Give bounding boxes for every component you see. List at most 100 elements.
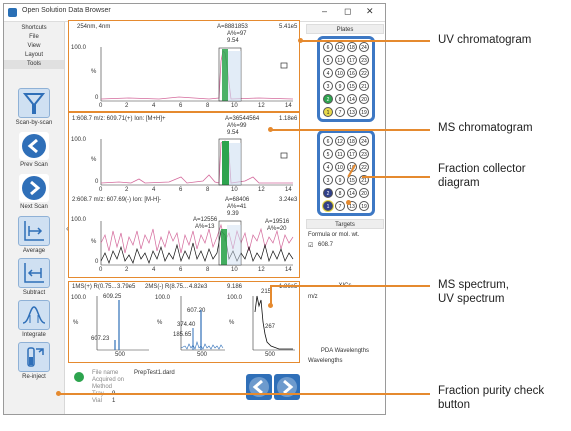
callout-line-uv [300, 40, 430, 42]
well[interactable]: 21 [359, 175, 369, 185]
well[interactable]: 18 [347, 42, 357, 52]
menu-shortcuts[interactable]: Shortcuts [21, 25, 47, 31]
well[interactable]: 22 [359, 68, 369, 78]
well[interactable]: 11 [335, 55, 345, 65]
well[interactable]: 8 [335, 94, 345, 104]
spec3-ytop: 100.0 [227, 295, 243, 301]
well[interactable]: 3 [323, 175, 333, 185]
ms1-yunit: % [91, 157, 97, 163]
next-scan-tool[interactable]: Next Scan [7, 174, 61, 210]
well[interactable]: 19 [359, 107, 369, 117]
minimize-button[interactable]: – [322, 6, 328, 16]
well[interactable]: 22 [359, 162, 369, 172]
well[interactable]: 20 [359, 94, 369, 104]
well[interactable]: 2 [323, 188, 333, 198]
well[interactable]: 24 [359, 136, 369, 146]
next-sample-button[interactable] [274, 374, 300, 400]
well[interactable]: 23 [359, 149, 369, 159]
scan-by-scan-tool[interactable]: Scan-by-scan [7, 88, 61, 126]
well[interactable]: 1 [323, 107, 333, 117]
well[interactable]: 12 [335, 42, 345, 52]
callout-fraction-collector: Fraction collector [438, 163, 526, 175]
ms1-scale: 1.18e6 [279, 116, 298, 122]
spec-header: 2MS(-) R(8.75... [145, 284, 189, 290]
reinject-tool[interactable]: Re-inject [7, 342, 61, 380]
subtract-tool[interactable]: Subtract [7, 258, 61, 296]
integrate-tool[interactable]: Integrate [7, 300, 61, 338]
well[interactable]: 20 [359, 188, 369, 198]
menu-view[interactable]: View [27, 43, 41, 49]
integrate-icon[interactable] [18, 300, 50, 330]
well[interactable]: 24 [359, 42, 369, 52]
well[interactable]: 6 [323, 42, 333, 52]
uv-chromatogram-panel: 254nm, 4nm A=8881853 A%=97 9.54 5.41e5 1… [68, 20, 300, 112]
formula-checkbox[interactable]: ☑ [308, 243, 314, 249]
reinject-icon[interactable] [18, 342, 50, 372]
well[interactable]: 23 [359, 55, 369, 65]
well[interactable]: 11 [335, 149, 345, 159]
well[interactable]: 12 [335, 136, 345, 146]
menu-layout[interactable]: Layout [24, 52, 43, 58]
average-icon[interactable] [18, 216, 50, 246]
ms2-ann: A%=20 [267, 226, 287, 232]
well[interactable]: 10 [335, 68, 345, 78]
uv-x-axis: 0 2 4 6 8 10 12 14 [69, 103, 301, 111]
uv-scale: 5.41e5 [279, 24, 298, 30]
ms2-x-axis: 0 2 4 6 8 10 12 14 [69, 267, 301, 275]
well[interactable]: 13 [347, 107, 357, 117]
plot-area: 254nm, 4nm A=8881853 A%=97 9.54 5.41e5 1… [68, 20, 300, 363]
well[interactable]: 15 [347, 81, 357, 91]
uv-xtick: 8 [206, 103, 210, 109]
close-button[interactable]: ✕ [366, 6, 374, 16]
prev-scan-tool[interactable]: Prev Scan [7, 132, 61, 168]
well[interactable]: 21 [359, 81, 369, 91]
callout-fraction-collector-2: diagram [438, 177, 480, 189]
well[interactable]: 2 [323, 94, 333, 104]
well[interactable]: 7 [335, 107, 345, 117]
well[interactable]: 3 [323, 81, 333, 91]
spec-header: 3.79e5 [117, 284, 136, 290]
well[interactable]: 5 [323, 55, 333, 65]
collapse-left-icon[interactable]: ‹ [66, 224, 69, 233]
menu-tools[interactable]: Tools [4, 60, 64, 69]
well[interactable]: 13 [347, 201, 357, 211]
funnel-icon[interactable] [18, 88, 50, 118]
well[interactable]: 8 [335, 188, 345, 198]
well[interactable]: 7 [335, 201, 345, 211]
well[interactable]: 4 [323, 68, 333, 78]
average-tool[interactable]: Average [7, 216, 61, 254]
prev-sample-button[interactable] [246, 374, 272, 400]
well[interactable]: 14 [347, 94, 357, 104]
acquired-label: Acquired on [92, 377, 125, 383]
spec3-peak: 267 [265, 324, 276, 330]
well[interactable]: 1 [323, 201, 333, 211]
spec-header: 4.82e3 [189, 284, 208, 290]
well[interactable]: 19 [359, 201, 369, 211]
well[interactable]: 17 [347, 55, 357, 65]
wavelengths-label: Wavelengths [308, 358, 343, 364]
well[interactable]: 17 [347, 149, 357, 159]
menu-file[interactable]: File [29, 34, 39, 40]
well[interactable]: 14 [347, 188, 357, 198]
uv-title: 254nm, 4nm [77, 24, 111, 30]
well[interactable]: 15 [347, 175, 357, 185]
vial-value: 1 [112, 398, 116, 404]
well[interactable]: 4 [323, 162, 333, 172]
well[interactable]: 9 [335, 175, 345, 185]
left-sidebar: Shortcuts File View Layout Tools Scan-by… [4, 22, 65, 414]
well[interactable]: 6 [323, 136, 333, 146]
ms-chromatogram-panel: 1:608.7 m/z: 609.71(+) Ion: [M+H]+ A=365… [68, 112, 300, 278]
well[interactable]: 16 [347, 68, 357, 78]
well[interactable]: 10 [335, 162, 345, 172]
well[interactable]: 5 [323, 149, 333, 159]
callout-dot [298, 38, 303, 43]
ms1-pct: A%=99 [227, 123, 247, 129]
callout-purity: Fraction purity check [438, 385, 545, 397]
maximize-button[interactable]: ◻ [344, 6, 352, 16]
subtract-icon[interactable] [18, 258, 50, 288]
arrow-left-icon[interactable] [19, 132, 49, 160]
well[interactable]: 18 [347, 136, 357, 146]
arrow-right-icon[interactable] [19, 174, 49, 202]
well[interactable]: 9 [335, 81, 345, 91]
plate-diagram-1[interactable]: 6 12 18 24 5 11 17 23 4 10 16 22 3 9 15 … [317, 36, 375, 122]
